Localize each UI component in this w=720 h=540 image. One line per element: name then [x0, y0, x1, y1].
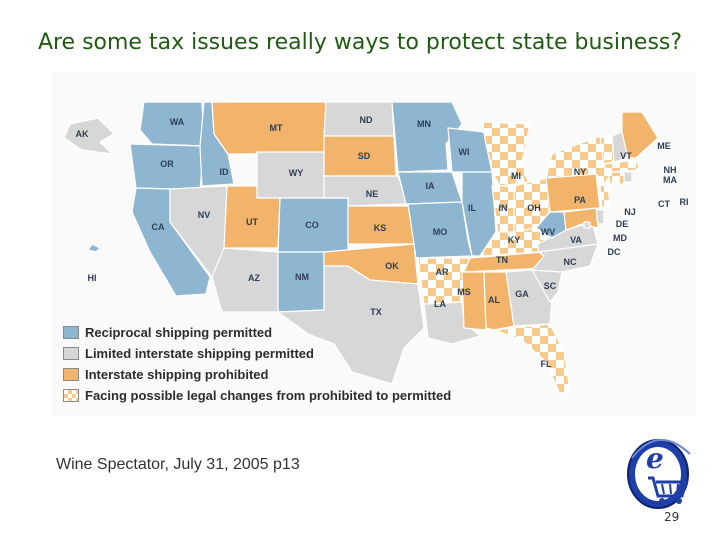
state-az — [211, 247, 279, 313]
state-ri — [623, 171, 633, 183]
state-label-la: LA — [434, 299, 446, 309]
state-label-nc: NC — [564, 257, 577, 267]
state-fl — [493, 323, 571, 395]
legend-label: Facing possible legal changes from prohi… — [85, 388, 452, 403]
state-ny — [545, 135, 613, 186]
state-label-ms: MS — [457, 287, 471, 297]
state-label-ar: AR — [436, 267, 449, 277]
state-label-wv: WV — [541, 227, 556, 237]
state-label-sc: SC — [544, 281, 557, 291]
legend-swatch-prohibited — [63, 368, 79, 381]
state-label-nv: NV — [198, 210, 211, 220]
state-hi — [87, 243, 102, 253]
state-label-tn: TN — [496, 255, 508, 265]
state-dc — [583, 221, 591, 229]
ecommerce-cart-icon: e — [627, 438, 691, 509]
state-la — [423, 301, 482, 345]
state-pa — [545, 173, 601, 213]
state-label-id: ID — [220, 167, 230, 177]
state-label-ia: IA — [426, 181, 436, 191]
state-tx — [276, 265, 425, 385]
state-label-co: CO — [305, 220, 319, 230]
state-label-ak: AK — [76, 129, 89, 139]
legend-item-prohibited: Interstate shipping prohibited — [63, 364, 451, 385]
state-label-ca: CA — [152, 222, 165, 232]
legend-label: Limited interstate shipping permitted — [85, 346, 314, 361]
state-label-sd: SD — [358, 151, 371, 161]
legend: Reciprocal shipping permitted Limited in… — [63, 322, 451, 406]
state-label-ct: CT — [658, 199, 670, 209]
state-label-hi: HI — [88, 273, 97, 283]
state-mi — [481, 121, 531, 187]
state-label-ky: KY — [508, 235, 521, 245]
legend-item-reciprocal: Reciprocal shipping permitted — [63, 322, 451, 343]
legend-item-facing: Facing possible legal changes from prohi… — [63, 385, 451, 406]
state-al — [483, 271, 515, 331]
state-label-ne: NE — [366, 189, 379, 199]
legend-label: Interstate shipping prohibited — [85, 367, 269, 382]
state-label-pa: PA — [574, 195, 586, 205]
state-label-md: MD — [613, 233, 627, 243]
state-label-me: ME — [657, 141, 671, 151]
state-label-ga: GA — [515, 289, 529, 299]
state-label-nd: ND — [360, 115, 373, 125]
slide-title: Are some tax issues really ways to prote… — [37, 30, 683, 55]
state-label-ri: RI — [680, 197, 689, 207]
state-ma — [603, 159, 641, 173]
legend-item-limited: Limited interstate shipping permitted — [63, 343, 451, 364]
legend-label: Reciprocal shipping permitted — [85, 325, 273, 340]
state-label-az: AZ — [248, 273, 260, 283]
state-label-ny: NY — [574, 167, 587, 177]
page-number: 29 — [664, 510, 680, 524]
state-label-tx: TX — [370, 307, 382, 317]
state-label-oh: OH — [527, 203, 541, 213]
state-label-nh: NH — [664, 165, 677, 175]
state-me — [621, 111, 659, 159]
state-label-ks: KS — [374, 223, 387, 233]
state-ak — [63, 117, 115, 155]
source-citation: Wine Spectator, July 31, 2005 p13 — [56, 456, 300, 473]
state-label-dc: DC — [608, 247, 621, 257]
svg-text:e: e — [646, 442, 664, 475]
state-label-va: VA — [570, 235, 582, 245]
state-ms — [461, 271, 487, 331]
state-label-nj: NJ — [624, 207, 636, 217]
state-label-nm: NM — [295, 272, 309, 282]
us-map: WA OR CA ID NV MT WY UT CO AZ NM ND SD NE KS OK TX MN IA MO… — [63, 101, 689, 395]
state-label-wi: WI — [459, 147, 470, 157]
state-label-mo: MO — [433, 227, 448, 237]
state-label-or: OR — [160, 159, 174, 169]
state-label-wa: WA — [170, 117, 185, 127]
legend-swatch-facing — [63, 389, 79, 402]
legend-swatch-limited — [63, 347, 79, 360]
state-label-ma: MA — [663, 175, 677, 185]
state-nj — [599, 183, 611, 209]
state-label-vt: VT — [620, 151, 632, 161]
state-label-al: AL — [488, 295, 500, 305]
state-label-il: IL — [468, 203, 477, 213]
state-label-in: IN — [499, 203, 508, 213]
state-label-mi: MI — [511, 171, 521, 181]
state-label-wy: WY — [289, 168, 304, 178]
state-label-ok: OK — [385, 261, 399, 271]
state-ct — [607, 171, 625, 185]
state-label-mn: MN — [417, 119, 431, 129]
state-label-de: DE — [616, 219, 629, 229]
state-label-fl: FL — [541, 359, 552, 369]
state-nm — [277, 251, 325, 313]
legend-swatch-reciprocal — [63, 326, 79, 339]
state-label-ut: UT — [246, 217, 258, 227]
state-label-mt: MT — [270, 123, 283, 133]
